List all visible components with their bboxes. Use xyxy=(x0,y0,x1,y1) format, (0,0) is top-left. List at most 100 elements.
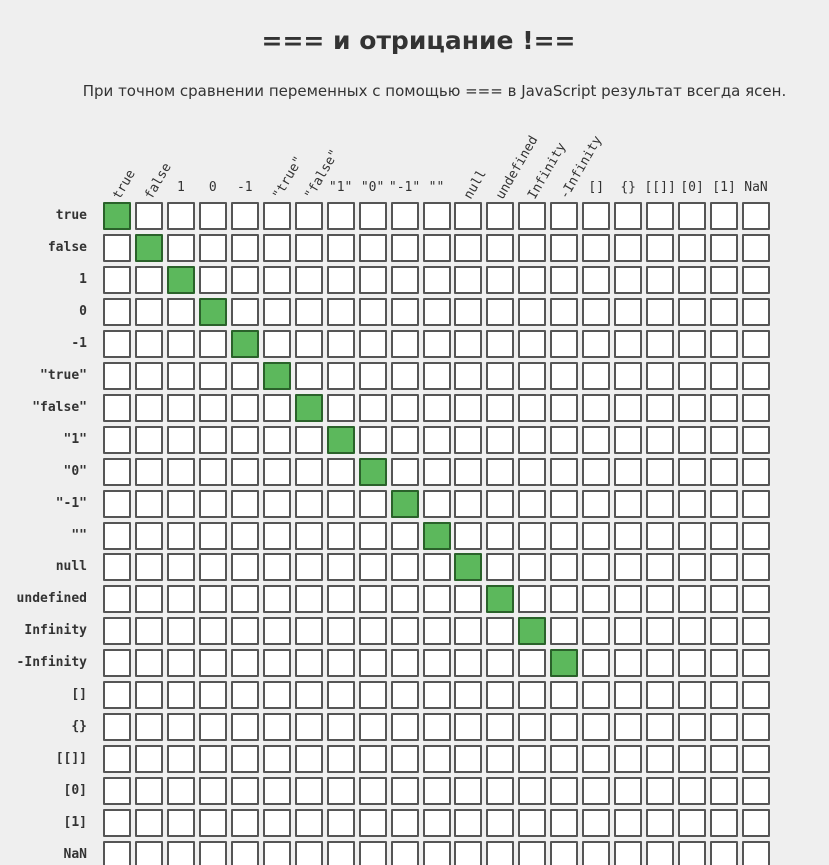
matrix-cell xyxy=(230,233,259,262)
matrix-cell xyxy=(454,297,483,326)
matrix-cell-equal xyxy=(486,585,515,614)
matrix-cell xyxy=(646,489,675,518)
matrix-cell xyxy=(646,841,675,865)
matrix-cell xyxy=(358,489,387,518)
matrix-cell xyxy=(486,841,515,865)
row-header: 0 xyxy=(79,303,87,319)
matrix-cell xyxy=(454,585,483,614)
matrix-cell xyxy=(614,489,643,518)
matrix-cell xyxy=(103,361,131,390)
matrix-cell xyxy=(198,393,227,422)
matrix-cell xyxy=(614,329,643,358)
matrix-cell xyxy=(103,297,131,326)
matrix-cell xyxy=(166,585,195,614)
matrix-cell xyxy=(710,521,739,550)
matrix-cell xyxy=(230,617,259,646)
matrix-cell xyxy=(422,393,451,422)
matrix-cell xyxy=(678,265,707,294)
matrix-cell xyxy=(678,393,707,422)
matrix-cell xyxy=(582,841,611,865)
matrix-cell xyxy=(582,329,611,358)
matrix-cell xyxy=(166,521,195,550)
page-subtitle: При точном сравнении переменных с помощь… xyxy=(82,82,787,100)
matrix-cell xyxy=(614,425,643,454)
matrix-cell xyxy=(230,393,259,422)
row-header: Infinity xyxy=(24,623,87,639)
matrix-cell xyxy=(358,617,387,646)
matrix-cell xyxy=(742,617,770,646)
matrix-cell xyxy=(646,265,675,294)
matrix-cell xyxy=(710,233,739,262)
matrix-cell xyxy=(358,361,387,390)
matrix-cell xyxy=(742,361,770,390)
matrix-cell xyxy=(646,681,675,710)
matrix-cell xyxy=(678,713,707,742)
matrix-cell xyxy=(710,745,739,774)
matrix-cell xyxy=(390,425,419,454)
matrix-cell xyxy=(198,585,227,614)
matrix-cell-equal xyxy=(230,329,259,358)
matrix-cell xyxy=(198,457,227,486)
matrix-cell xyxy=(166,393,195,422)
matrix-cell xyxy=(710,457,739,486)
matrix-cell xyxy=(326,489,355,518)
matrix-cell xyxy=(422,585,451,614)
matrix-cell xyxy=(198,617,227,646)
matrix-cell xyxy=(166,617,195,646)
matrix-cell xyxy=(646,297,675,326)
column-header: [0] xyxy=(680,180,704,195)
matrix-cell xyxy=(678,521,707,550)
matrix-cell xyxy=(550,361,579,390)
row-header: "0" xyxy=(63,463,87,479)
matrix-cell xyxy=(294,425,323,454)
matrix-cell xyxy=(294,585,323,614)
matrix-cell xyxy=(518,489,547,518)
matrix-cell xyxy=(326,393,355,422)
matrix-cell xyxy=(550,329,579,358)
matrix-cell xyxy=(518,265,547,294)
matrix-cell xyxy=(166,649,195,678)
matrix-cell xyxy=(230,297,259,326)
matrix-cell xyxy=(390,457,419,486)
matrix-cell xyxy=(742,489,770,518)
matrix-cell xyxy=(390,809,419,838)
matrix-cell xyxy=(742,745,770,774)
matrix-cell xyxy=(294,649,323,678)
row-header: 1 xyxy=(79,271,87,287)
matrix-cell xyxy=(518,393,547,422)
matrix-cell xyxy=(294,521,323,550)
matrix-cell xyxy=(166,489,195,518)
matrix-cell xyxy=(198,713,227,742)
matrix-cell xyxy=(326,265,355,294)
matrix-cell xyxy=(390,202,419,230)
matrix-cell xyxy=(166,745,195,774)
matrix-cell xyxy=(294,202,323,230)
matrix-cell xyxy=(582,681,611,710)
matrix-cell xyxy=(518,553,547,582)
matrix-cell xyxy=(166,553,195,582)
matrix-cell xyxy=(710,202,739,230)
matrix-cell xyxy=(486,361,515,390)
matrix-cell xyxy=(326,777,355,806)
matrix-cell xyxy=(326,713,355,742)
matrix-cell xyxy=(198,233,227,262)
matrix-cell xyxy=(678,361,707,390)
matrix-cell xyxy=(230,457,259,486)
matrix-cell xyxy=(678,649,707,678)
matrix-cell xyxy=(614,649,643,678)
matrix-cell xyxy=(262,329,291,358)
matrix-cell xyxy=(646,425,675,454)
column-header: true xyxy=(110,167,139,202)
matrix-cell xyxy=(134,202,163,230)
matrix-cell xyxy=(358,585,387,614)
matrix-cell xyxy=(103,233,131,262)
matrix-cell xyxy=(582,393,611,422)
matrix-cell xyxy=(678,425,707,454)
matrix-cell xyxy=(230,841,259,865)
matrix-cell xyxy=(614,265,643,294)
matrix-cell xyxy=(198,265,227,294)
matrix-cell xyxy=(134,777,163,806)
matrix-cell xyxy=(358,681,387,710)
matrix-cell xyxy=(230,553,259,582)
matrix-cell xyxy=(678,553,707,582)
